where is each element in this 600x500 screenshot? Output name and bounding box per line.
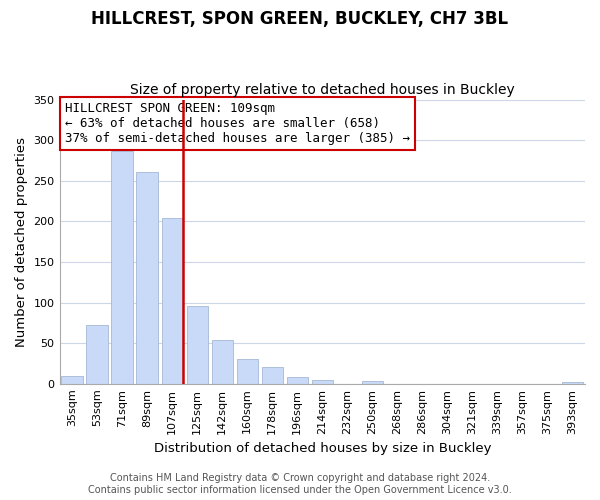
Text: HILLCREST SPON GREEN: 109sqm
← 63% of detached houses are smaller (658)
37% of s: HILLCREST SPON GREEN: 109sqm ← 63% of de… xyxy=(65,102,410,146)
Y-axis label: Number of detached properties: Number of detached properties xyxy=(15,136,28,346)
Bar xyxy=(212,340,233,384)
Bar xyxy=(112,150,133,384)
Bar xyxy=(61,376,83,384)
Bar xyxy=(562,382,583,384)
Bar xyxy=(161,218,183,384)
Title: Size of property relative to detached houses in Buckley: Size of property relative to detached ho… xyxy=(130,83,515,97)
X-axis label: Distribution of detached houses by size in Buckley: Distribution of detached houses by size … xyxy=(154,442,491,455)
Bar xyxy=(187,306,208,384)
Bar xyxy=(362,380,383,384)
Text: Contains HM Land Registry data © Crown copyright and database right 2024.
Contai: Contains HM Land Registry data © Crown c… xyxy=(88,474,512,495)
Bar xyxy=(236,358,258,384)
Bar xyxy=(86,324,108,384)
Bar xyxy=(311,380,333,384)
Text: HILLCREST, SPON GREEN, BUCKLEY, CH7 3BL: HILLCREST, SPON GREEN, BUCKLEY, CH7 3BL xyxy=(91,10,509,28)
Bar xyxy=(136,172,158,384)
Bar xyxy=(287,378,308,384)
Bar xyxy=(262,367,283,384)
